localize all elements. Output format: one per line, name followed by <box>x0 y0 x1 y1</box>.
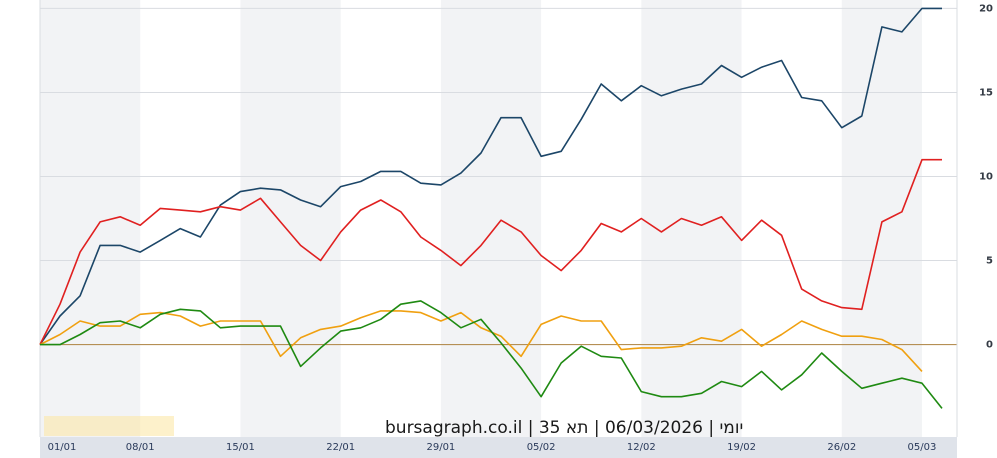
x-tick-label: 26/02 <box>827 442 856 453</box>
series-line-1 <box>39 7 942 346</box>
x-tick-label: 29/01 <box>426 442 455 453</box>
y-tick-label: 0 <box>986 340 993 351</box>
x-tick-label: 12/02 <box>627 442 656 453</box>
series-line-4 <box>40 300 943 409</box>
x-tick-label: 08/01 <box>126 442 155 453</box>
x-tick-label: 05/02 <box>527 442 556 453</box>
y-tick-label: 5 <box>986 256 993 267</box>
x-axis-strip <box>40 437 957 458</box>
week-band <box>240 0 341 437</box>
y-tick-label: 15 <box>979 87 993 98</box>
week-band <box>841 0 922 437</box>
watermark-text: יומי | 06/03/2026 | תא 35 | bursagraph.c… <box>385 418 743 438</box>
week-band <box>440 0 542 437</box>
x-tick-label: 22/01 <box>326 442 355 453</box>
week-band <box>641 0 742 437</box>
x-tick-label: 19/02 <box>727 442 756 453</box>
y-tick-label: 20 <box>979 3 993 14</box>
x-tick-label: 05/03 <box>908 442 937 453</box>
series-line-2 <box>39 158 942 345</box>
x-tick-label: 15/01 <box>226 442 255 453</box>
y-tick-label: 10 <box>979 171 993 182</box>
series-line-3 <box>39 310 923 372</box>
x-tick-label: 01/01 <box>48 442 77 453</box>
watermark: יומי | 06/03/2026 | תא 35 | bursagraph.c… <box>44 416 743 438</box>
